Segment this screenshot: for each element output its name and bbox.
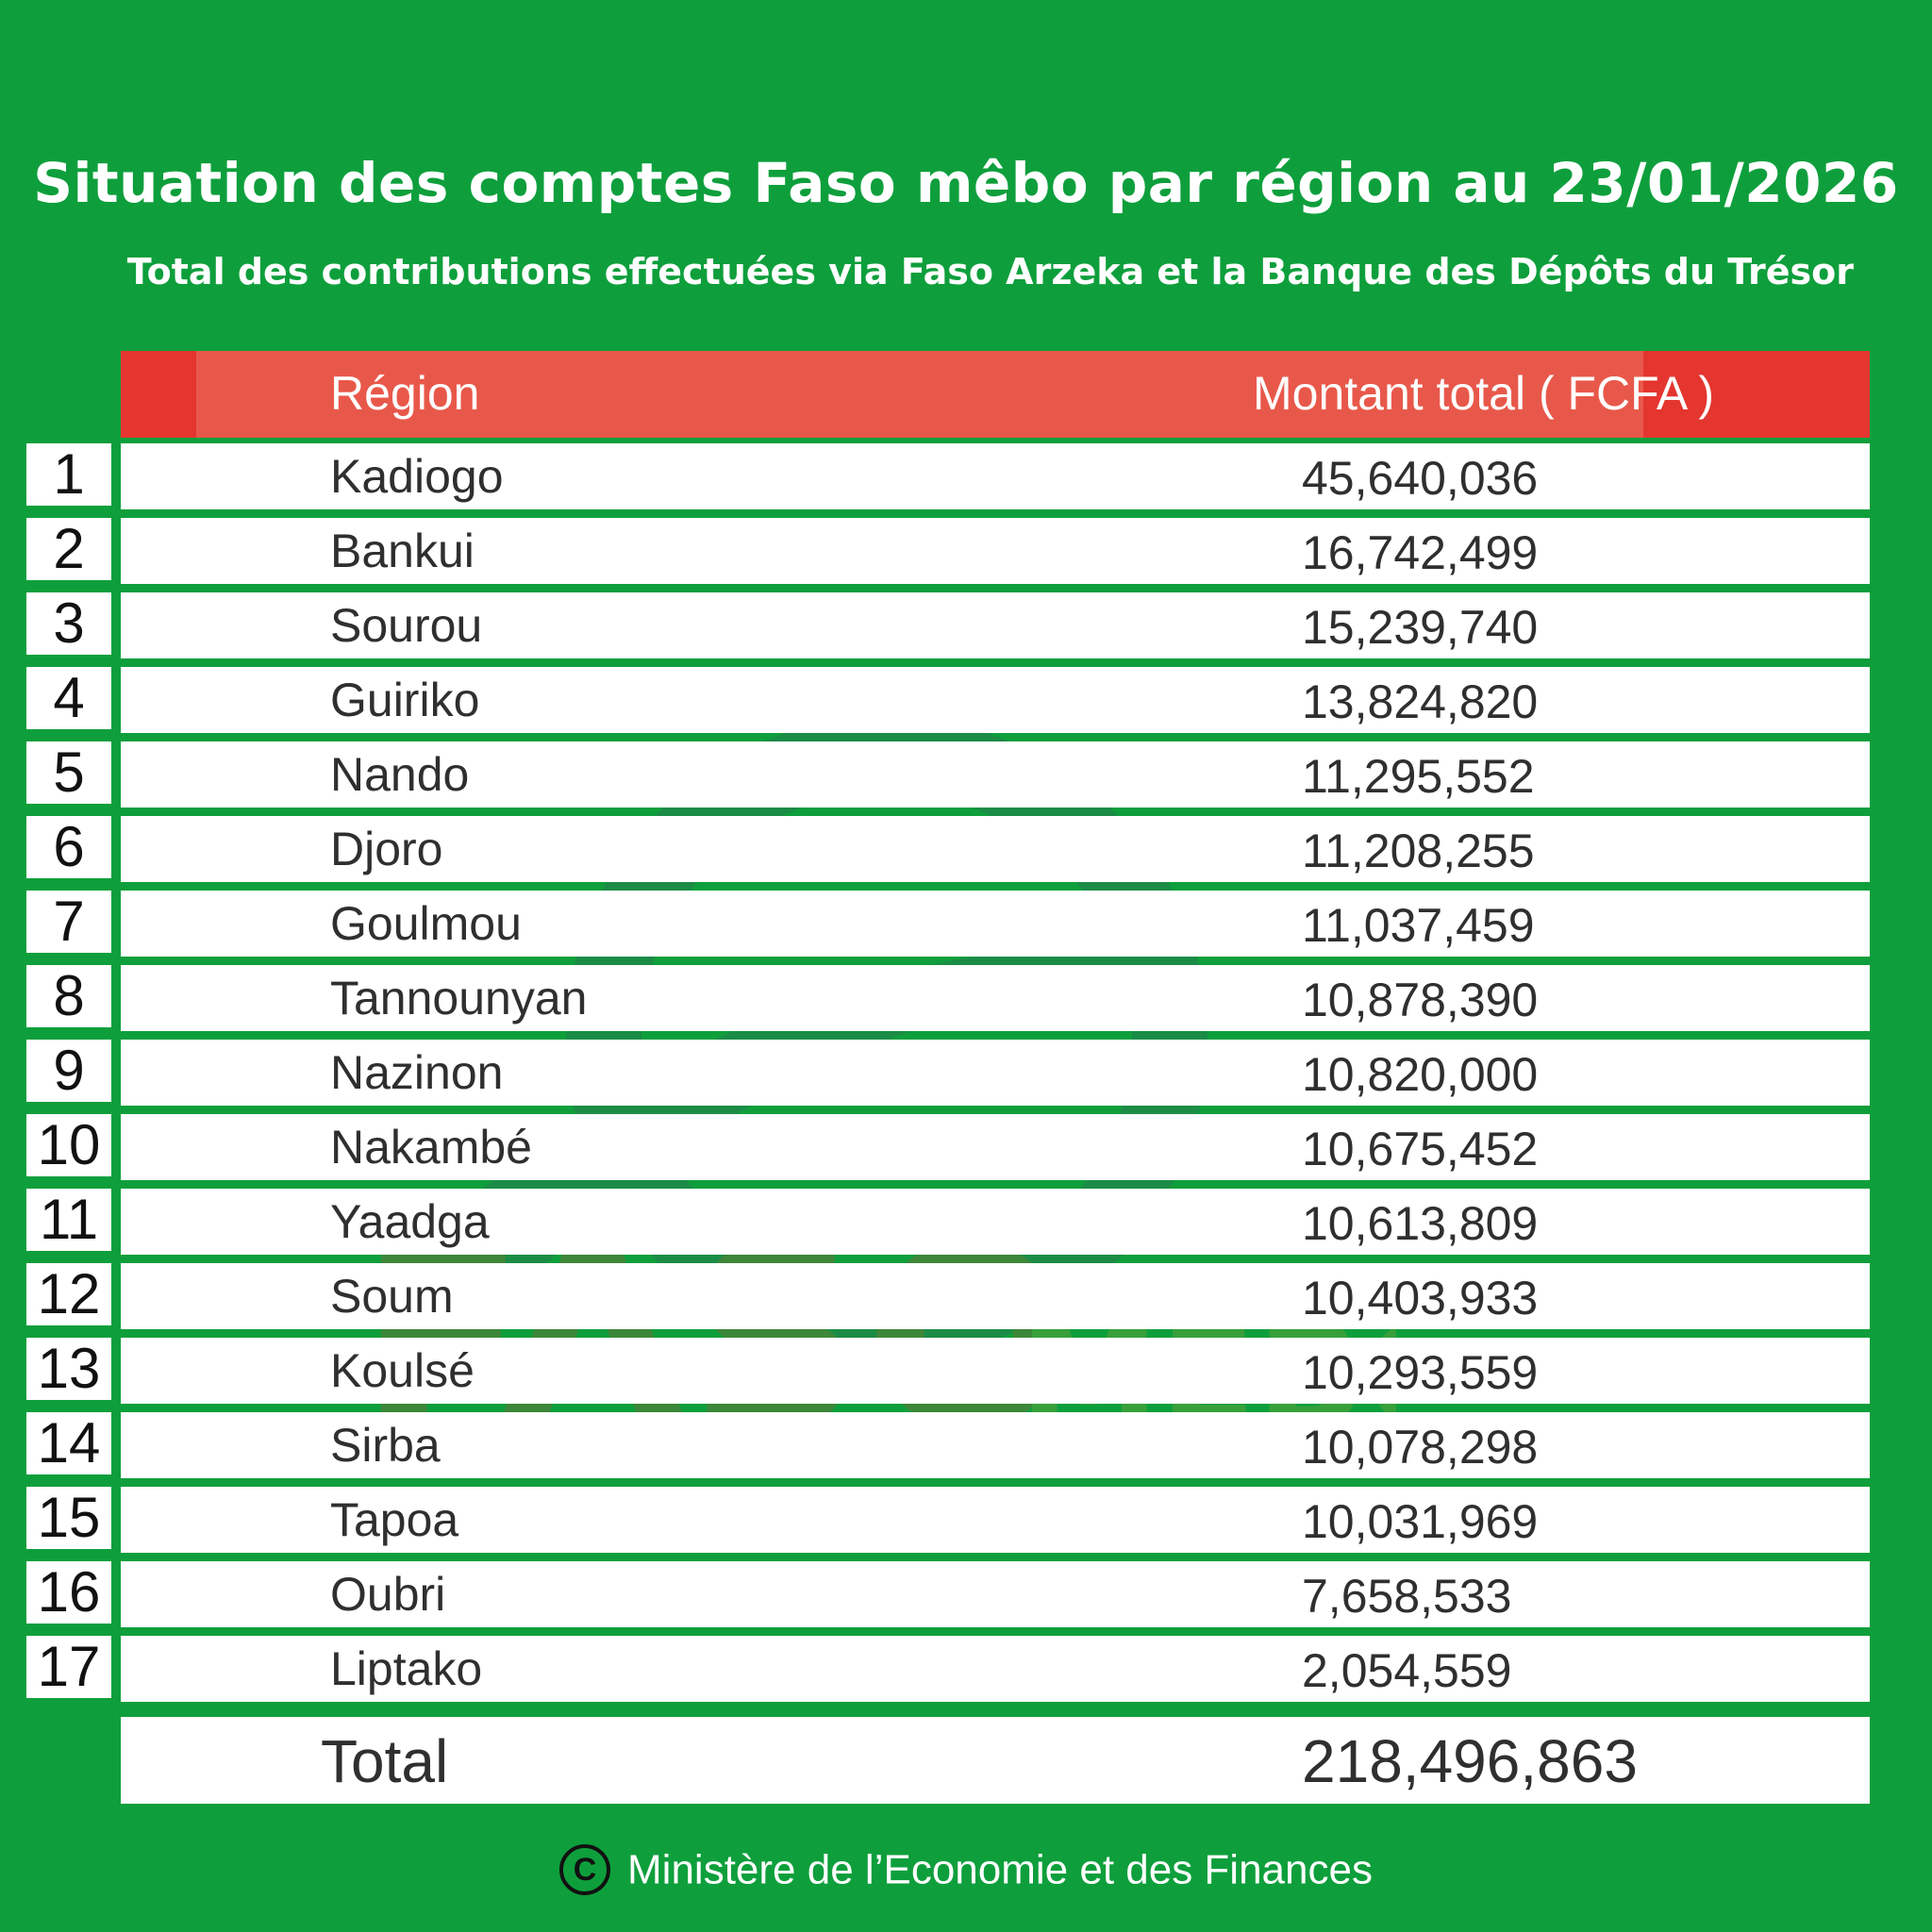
row-number: 17 xyxy=(26,1636,111,1698)
region-amount: 10,820,000 xyxy=(1302,1048,1539,1101)
header-amount: Montant total ( FCFA ) xyxy=(1253,367,1715,420)
row-number: 13 xyxy=(26,1338,111,1400)
region-amount: 2,054,559 xyxy=(1302,1644,1512,1697)
row-number: 5 xyxy=(26,741,111,804)
region-name: Tannounyan xyxy=(330,972,588,1024)
row-number: 6 xyxy=(26,816,111,878)
region-name: Soum xyxy=(330,1270,454,1323)
table-row: Nazinon 10,820,000 xyxy=(121,1040,1870,1106)
region-name: Oubri xyxy=(330,1568,446,1621)
table-header-inner xyxy=(196,351,1643,438)
row-number: 9 xyxy=(26,1040,111,1102)
table-row: Oubri 7,658,533 xyxy=(121,1561,1870,1627)
header-region: Région xyxy=(330,367,480,420)
row-number: 14 xyxy=(26,1412,111,1474)
page-subtitle: Total des contributions effectuées via F… xyxy=(126,251,1854,292)
page-title: Situation des comptes Faso mêbo par régi… xyxy=(33,151,1899,215)
row-number: 2 xyxy=(26,518,111,580)
table-row: Tapoa 10,031,969 xyxy=(121,1487,1870,1553)
table-row: Yaadga 10,613,809 xyxy=(121,1189,1870,1255)
table-row: Sourou 15,239,740 xyxy=(121,592,1870,658)
region-amount: 16,742,499 xyxy=(1302,526,1539,579)
region-name: Guiriko xyxy=(330,674,480,726)
row-number: 3 xyxy=(26,592,111,655)
table-row: Tannounyan 10,878,390 xyxy=(121,965,1870,1031)
region-name: Nakambé xyxy=(330,1121,532,1174)
row-number: 16 xyxy=(26,1561,111,1624)
table-row: Nakambé 10,675,452 xyxy=(121,1114,1870,1180)
row-number: 8 xyxy=(26,965,111,1027)
region-name: Djoro xyxy=(330,823,443,875)
table-header: Région Montant total ( FCFA ) xyxy=(121,351,1870,438)
region-amount: 10,031,969 xyxy=(1302,1495,1539,1548)
table-row: Guiriko 13,824,820 xyxy=(121,667,1870,733)
footer: C Ministère de l’Economie et des Finances xyxy=(0,1844,1932,1896)
row-number: 7 xyxy=(26,891,111,953)
total-amount: 218,496,863 xyxy=(1302,1727,1638,1795)
region-name: Nazinon xyxy=(330,1046,504,1099)
region-name: Sourou xyxy=(330,599,483,652)
total-row: Total 218,496,863 xyxy=(121,1717,1870,1804)
region-amount: 10,078,298 xyxy=(1302,1421,1539,1474)
region-name: Koulsé xyxy=(330,1344,475,1397)
region-name: Kadiogo xyxy=(330,450,504,503)
region-amount: 10,675,452 xyxy=(1302,1123,1539,1175)
table-row: Djoro 11,208,255 xyxy=(121,816,1870,882)
region-amount: 13,824,820 xyxy=(1302,675,1539,728)
region-amount: 10,878,390 xyxy=(1302,974,1539,1026)
region-amount: 11,208,255 xyxy=(1302,824,1535,877)
region-amount: 7,658,533 xyxy=(1302,1570,1512,1623)
table-row: Koulsé 10,293,559 xyxy=(121,1338,1870,1404)
copyright-icon: C xyxy=(559,1844,611,1896)
row-number: 11 xyxy=(26,1189,111,1251)
region-amount: 45,640,036 xyxy=(1302,452,1539,505)
table-row: Bankui 16,742,499 xyxy=(121,518,1870,584)
table-row: Nando 11,295,552 xyxy=(121,741,1870,808)
region-name: Nando xyxy=(330,748,470,801)
region-amount: 11,295,552 xyxy=(1302,750,1535,803)
total-label: Total xyxy=(321,1727,449,1795)
region-amount: 15,239,740 xyxy=(1302,601,1539,654)
region-name: Bankui xyxy=(330,525,475,577)
table-row: Liptako 2,054,559 xyxy=(121,1636,1870,1702)
region-amount: 11,037,459 xyxy=(1302,899,1535,952)
table-row: Kadiogo 45,640,036 xyxy=(121,443,1870,509)
region-amount: 10,613,809 xyxy=(1302,1197,1539,1250)
region-name: Liptako xyxy=(330,1642,483,1695)
region-name: Goulmou xyxy=(330,897,522,950)
table-row: Sirba 10,078,298 xyxy=(121,1412,1870,1478)
region-amount: 10,293,559 xyxy=(1302,1346,1539,1399)
row-number: 4 xyxy=(26,667,111,729)
region-name: Sirba xyxy=(330,1419,441,1472)
row-number: 10 xyxy=(26,1114,111,1176)
row-number: 12 xyxy=(26,1263,111,1325)
region-amount: 10,403,933 xyxy=(1302,1272,1539,1324)
row-number: 15 xyxy=(26,1487,111,1549)
table-row: Soum 10,403,933 xyxy=(121,1263,1870,1329)
footer-text: Ministère de l’Economie et des Finances xyxy=(627,1846,1373,1893)
region-name: Yaadga xyxy=(330,1195,490,1248)
row-number: 1 xyxy=(26,443,111,506)
region-name: Tapoa xyxy=(330,1493,459,1546)
table-row: Goulmou 11,037,459 xyxy=(121,891,1870,957)
